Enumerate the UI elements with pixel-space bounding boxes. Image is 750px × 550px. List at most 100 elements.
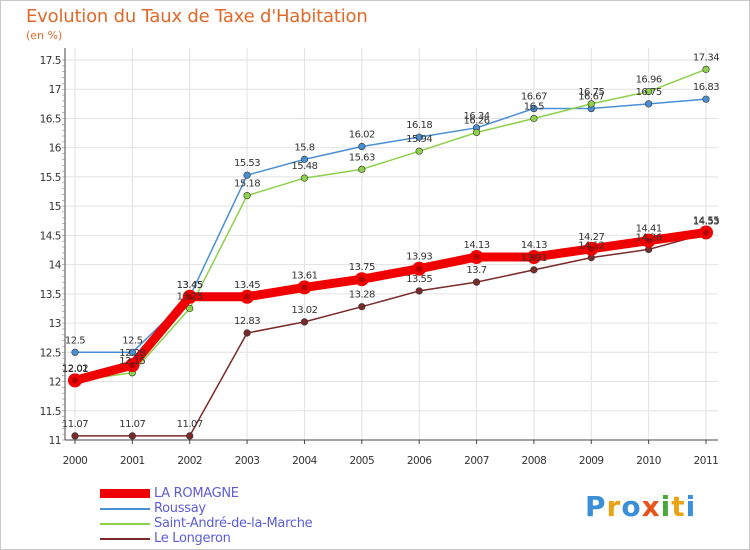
data-point (300, 174, 309, 182)
data-label: 14.53 (693, 217, 719, 228)
data-point (415, 147, 423, 155)
y-tick-label: 13.5 (40, 289, 61, 301)
y-tick-label: 11 (49, 435, 61, 447)
x-tick-label: 2003 (235, 455, 260, 467)
data-point (186, 432, 194, 440)
data-point-inner (186, 293, 193, 300)
chart-title: Evolution du Taux de Taxe d'Habitation (26, 6, 368, 27)
y-tick-label: 16.5 (40, 113, 61, 125)
legend-swatch (100, 508, 150, 510)
data-label: 17.34 (693, 52, 719, 63)
y-tick-label: 15 (49, 201, 61, 213)
data-point (243, 329, 251, 337)
data-label: 14.41 (636, 224, 662, 235)
x-tick-label: 2008 (522, 455, 547, 467)
y-tick-label: 12 (49, 377, 61, 389)
logo-letter: P (585, 490, 607, 523)
x-tick-label: 2005 (349, 455, 374, 467)
logo-letter: i (685, 490, 697, 523)
data-label: 15.48 (291, 161, 317, 172)
data-point-inner (588, 245, 595, 252)
data-point-inner (530, 254, 537, 261)
data-label: 16.02 (349, 130, 375, 141)
data-point (243, 171, 251, 179)
data-point-inner (645, 237, 652, 244)
data-label: 16.75 (578, 87, 604, 98)
data-label: 11.07 (62, 419, 88, 430)
legend-swatch (100, 489, 150, 498)
data-label: 12.02 (62, 363, 88, 374)
data-point (702, 95, 710, 103)
chart-subtitle: (en %) (26, 29, 63, 42)
data-point (300, 155, 309, 163)
data-label: 12.5 (65, 335, 85, 346)
data-point (530, 104, 538, 113)
data-label: 15.63 (349, 152, 375, 163)
data-point (645, 100, 653, 108)
data-label: 13.75 (349, 262, 375, 273)
data-point-inner (358, 276, 365, 283)
logo-letter: x (641, 490, 661, 523)
data-label: 13.55 (406, 274, 432, 285)
data-label: 11.07 (119, 419, 145, 430)
data-label: 15.53 (234, 158, 260, 169)
data-label: 12.01 (62, 364, 88, 375)
data-label: 13.45 (177, 280, 203, 291)
data-point (358, 142, 366, 151)
data-point (300, 318, 309, 326)
data-point (128, 432, 136, 440)
data-point (702, 65, 710, 73)
y-tick-label: 13 (49, 318, 61, 330)
data-label: 16.67 (578, 92, 604, 103)
data-label: 11.07 (177, 419, 203, 430)
data-point (530, 266, 538, 274)
data-label: 16.34 (463, 111, 489, 122)
x-tick-label: 2004 (292, 455, 318, 467)
x-tick-label: 2010 (636, 455, 661, 467)
data-point (530, 114, 538, 123)
x-tick-label: 2011 (694, 455, 719, 467)
legend-swatch (100, 523, 150, 525)
data-point (472, 278, 481, 286)
legend-swatch (100, 538, 150, 540)
y-tick-label: 14 (49, 260, 62, 272)
data-point-inner (301, 284, 308, 291)
proxiti-logo: Proxiti (585, 490, 696, 523)
data-point-inner (703, 229, 709, 236)
legend-label: Roussay (154, 501, 206, 516)
x-tick-label: 2006 (407, 455, 433, 467)
data-label: 13.93 (406, 252, 432, 263)
data-label: 14.55 (693, 215, 719, 226)
data-label: 13.28 (349, 290, 375, 301)
data-point-inner (416, 265, 423, 272)
data-label: 16.75 (636, 87, 662, 98)
data-label: 14.27 (578, 232, 604, 243)
data-point (243, 192, 251, 200)
y-tick-label: 11.5 (40, 406, 61, 418)
data-point (128, 348, 136, 356)
data-label: 13.25 (177, 291, 203, 302)
x-tick-label: 2002 (177, 455, 202, 467)
data-label: 16.26 (463, 115, 489, 126)
data-point-inner (473, 254, 480, 261)
data-label: 15.94 (406, 134, 432, 145)
data-label: 13.02 (291, 305, 317, 316)
data-label: 16.83 (693, 82, 719, 93)
data-point-inner (129, 362, 136, 369)
data-label: 16.67 (521, 92, 547, 103)
data-label: 15.18 (234, 179, 260, 190)
data-point (186, 304, 194, 313)
logo-letter: r (606, 490, 622, 523)
data-label: 16.5 (524, 101, 544, 112)
axes: 11 11.5 12 12.5 13 13.5 14 14.5 15 15.5 16 16.5 17 17… (40, 48, 719, 467)
logo-letter: i (660, 490, 672, 523)
x-tick-label: 2000 (63, 455, 88, 467)
x-tick-label: 2007 (464, 455, 489, 467)
legend-label: Le Longeron (154, 531, 231, 546)
data-labels: 12.5 12.513.4515.5315.816.0216.1816.3416.… (62, 52, 720, 430)
x-tick-label: 2009 (579, 455, 604, 467)
logo-letter: t (671, 490, 686, 523)
data-label: 16.96 (636, 75, 662, 86)
data-label: 12.83 (234, 316, 260, 327)
data-label: 12.5 (122, 335, 142, 346)
